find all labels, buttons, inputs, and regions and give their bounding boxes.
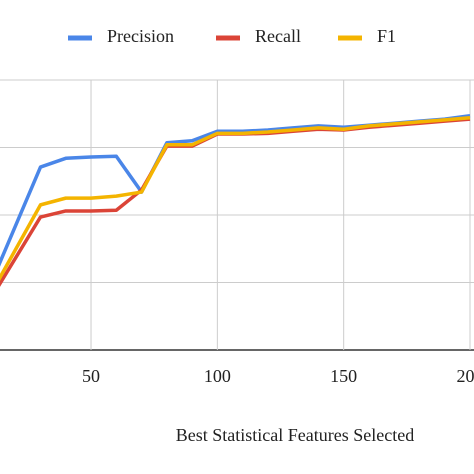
legend-label: F1 <box>377 26 396 46</box>
legend-label: Precision <box>107 26 174 46</box>
series-line <box>0 116 471 281</box>
series-line <box>0 117 471 287</box>
x-axis-label: Best Statistical Features Selected <box>176 425 414 445</box>
x-tick-label: 150 <box>330 366 357 386</box>
x-tick-label: 100 <box>204 366 231 386</box>
x-tick-label: 50 <box>82 366 100 386</box>
series-line <box>0 114 471 267</box>
legend-label: Recall <box>255 26 301 46</box>
x-tick-label: 200 <box>457 366 474 386</box>
